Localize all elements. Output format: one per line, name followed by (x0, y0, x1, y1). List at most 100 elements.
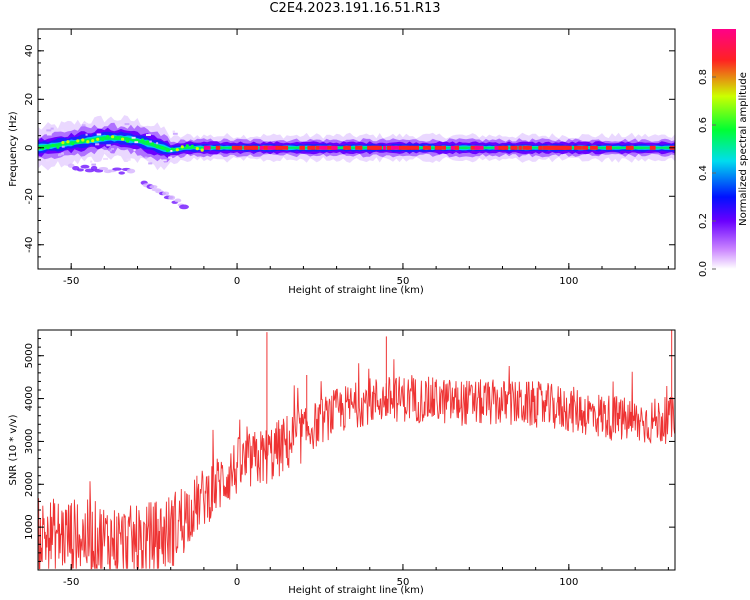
spectrogram-peak (315, 145, 320, 150)
spectrogram-speckle (59, 153, 65, 156)
colorbar-tick-label: 0.6 (698, 117, 709, 133)
spectrogram-peak (649, 145, 656, 150)
spectrogram-speckle (170, 150, 173, 152)
spectrogram-peak (331, 145, 338, 150)
spectrogram-tail-1 (98, 167, 109, 171)
spectrogram-speckle (45, 159, 50, 162)
spectrogram-core (126, 139, 130, 143)
spectrogram-xtick-label: 50 (397, 276, 410, 287)
spectrogram-core (111, 135, 115, 139)
spectrogram-tail-0 (168, 195, 176, 201)
spectrogram-peak (502, 145, 509, 150)
spectrogram-peak (410, 145, 416, 150)
spectrogram-speckle (149, 129, 152, 132)
spectrogram-ylabel: Frequency (Hz) (8, 111, 19, 187)
spectrogram-speckle (124, 123, 130, 126)
spectrogram-peak (355, 145, 362, 150)
spectrogram-core (195, 147, 199, 151)
spectrogram-peak (299, 145, 305, 150)
spectrogram-speckle (58, 154, 62, 157)
spectrogram-speckle (91, 163, 97, 166)
spectrogram-tail-0 (174, 198, 182, 203)
spectrogram-speckle (96, 133, 102, 136)
spectrogram-tail-1 (80, 164, 90, 169)
colorbar-gradient (712, 29, 736, 269)
colorbar-tick-label: 0.2 (698, 213, 709, 229)
spectrogram-peak (375, 145, 382, 150)
spectrogram-speckle (85, 133, 88, 136)
spectrogram-core (145, 140, 150, 144)
spectrogram-peak (319, 145, 328, 150)
spectrogram-tail-1 (67, 163, 75, 168)
spectrogram-peak (498, 145, 505, 150)
spectrogram-core (76, 139, 80, 143)
spectrogram-ticks: -50 0 50 100 40 20 0 -20 -40 (24, 29, 675, 287)
spectrogram-speckle (95, 143, 100, 146)
spectrogram-core (160, 146, 164, 150)
spectrogram-core (61, 141, 65, 145)
spectrogram-core (200, 148, 204, 152)
snr-xtick-label: 100 (559, 577, 578, 588)
spectrogram-peak (414, 145, 419, 150)
spectrogram-tail-0 (179, 204, 189, 210)
spectrogram-peak (625, 145, 632, 150)
colorbar-ticks: 0.0 0.2 0.4 0.6 0.8 (698, 69, 716, 277)
spectrogram-xtick-label: 100 (559, 276, 578, 287)
colorbar-tick-label: 0.8 (698, 69, 709, 85)
snr-xtick-label: 0 (234, 577, 240, 588)
spectrogram-peak (275, 145, 282, 150)
spectrogram-peak (522, 145, 529, 150)
spectrogram-xtick-label: 0 (234, 276, 240, 287)
spectrogram-peak (247, 145, 255, 150)
spectrogram-peak (243, 145, 249, 150)
colorbar-tick-label: 0.4 (698, 165, 709, 181)
snr-ytick-label: 3000 (24, 429, 35, 454)
snr-xlabel: Height of straight line (km) (288, 585, 424, 596)
spectrogram-peak (566, 145, 572, 150)
spectrogram-speckle (126, 158, 131, 161)
spectrogram-core (46, 146, 50, 150)
spectrogram-speckle (106, 151, 110, 154)
spectrogram-marks (38, 115, 675, 210)
spectrogram-peak (399, 145, 405, 150)
spectrogram-peak (251, 145, 259, 150)
spectrogram-panel: -50 0 50 100 40 20 0 -20 -40 Height of straight … (8, 28, 676, 296)
spectrogram-core (91, 139, 95, 143)
spectrogram-peak (538, 145, 543, 150)
spectrogram-core (81, 138, 85, 142)
spectrogram-tail-0 (149, 184, 158, 189)
snr-ytick-label: 5000 (24, 343, 35, 368)
spectrogram-core (56, 145, 60, 149)
spectrogram-peak (558, 145, 567, 150)
spectrogram-peak (406, 145, 413, 150)
spectrogram-core (165, 148, 169, 152)
spectrogram-core (71, 142, 75, 146)
spectrogram-peak (203, 145, 211, 150)
spectrogram-core (170, 147, 174, 151)
spectrogram-tail-1 (126, 168, 136, 174)
spectrogram-peak (629, 145, 634, 150)
spectrogram-core (180, 145, 184, 149)
snr-ytick-label: 4000 (24, 386, 35, 411)
spectrogram-speckle (133, 149, 136, 152)
spectrogram-peak (343, 145, 351, 150)
spectrogram-peak (279, 145, 289, 150)
snr-ylabel: SNR (10 * v/v) (8, 414, 19, 485)
spectrogram-core (121, 137, 125, 141)
spectrogram-core (106, 135, 110, 139)
spectrogram-core (101, 137, 105, 142)
colorbar: 0.0 0.2 0.4 0.6 0.8 Normalized spectral ampl… (698, 29, 749, 277)
spectrogram-peak (574, 145, 582, 150)
snr-xtick-label: 50 (397, 577, 410, 588)
spectrogram-peak (235, 145, 243, 150)
spectrogram-peak (582, 145, 588, 150)
chart-title: C2E4.2023.191.16.51.R13 (269, 1, 441, 16)
spectrogram-peak (391, 145, 400, 150)
spectrogram-peak (387, 145, 393, 150)
snr-series-line (38, 359, 675, 570)
spectrogram-core (96, 137, 100, 141)
spectrogram-speckle (46, 133, 52, 136)
spectrogram-peak (434, 145, 443, 150)
spectrogram-peak (442, 145, 446, 150)
